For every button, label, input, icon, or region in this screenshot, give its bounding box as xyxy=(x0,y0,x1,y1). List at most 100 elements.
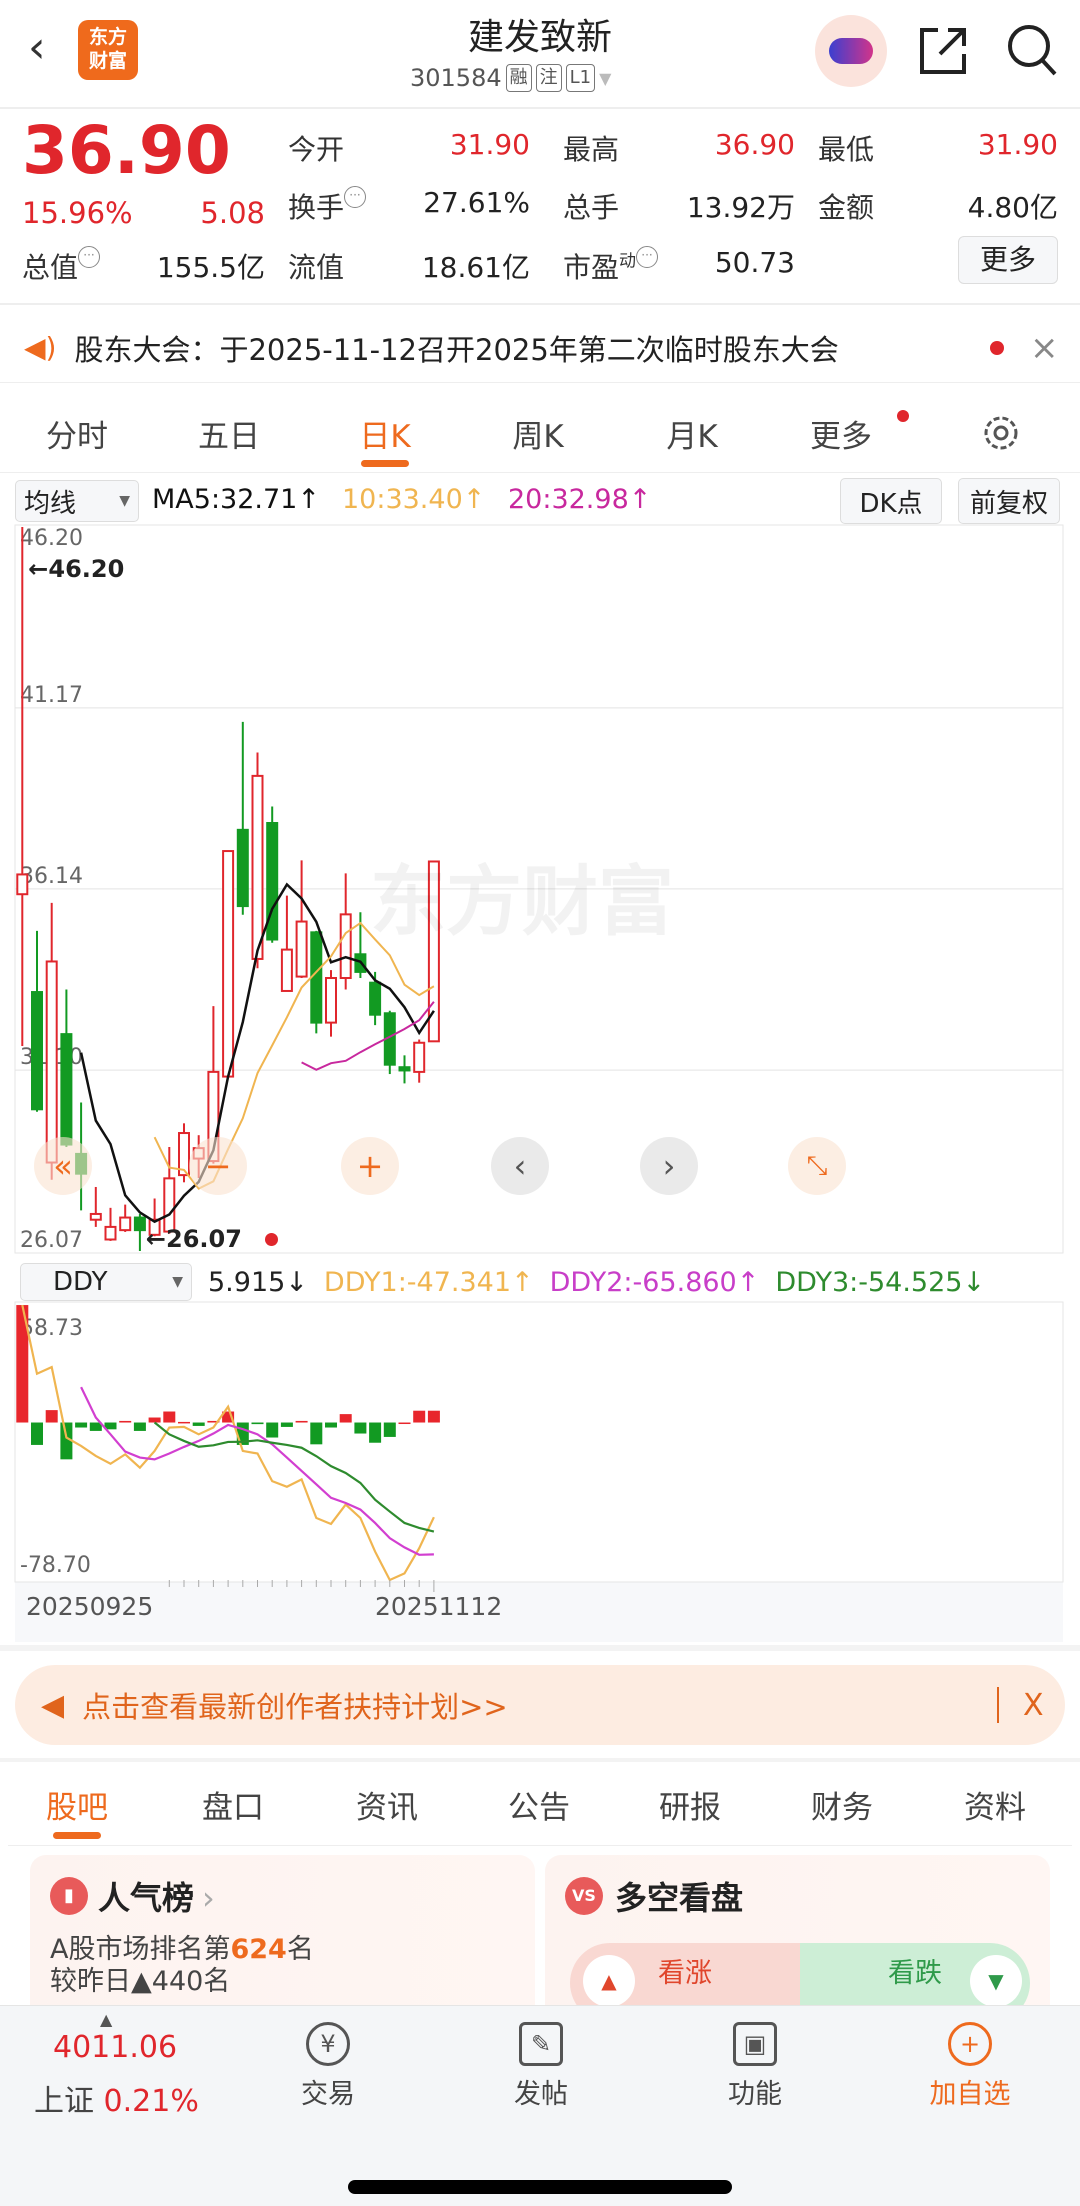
candle xyxy=(280,895,293,992)
candle xyxy=(325,970,337,1037)
robot-assistant-icon[interactable] xyxy=(815,15,887,87)
stock-code-row[interactable]: 301584 融 注 L1 ▼ xyxy=(410,64,611,92)
candle xyxy=(383,1010,396,1075)
home-indicator[interactable] xyxy=(348,2180,732,2194)
total-value: 155.5亿 xyxy=(156,251,265,284)
price-adjust-button[interactable]: 前复权 xyxy=(958,478,1060,524)
nav-add-circle[interactable]: + 加自选 xyxy=(895,2022,1045,2111)
candle xyxy=(60,989,73,1148)
podium-icon: ▮ xyxy=(50,1877,88,1915)
nav-label: 加自选 xyxy=(929,2079,1011,2110)
quote-value: 50.73 xyxy=(714,246,795,279)
chart-tab[interactable]: 五日 xyxy=(198,419,260,455)
chart-tab[interactable]: 月K xyxy=(666,419,718,455)
candle-body xyxy=(148,1218,161,1236)
nav-grid[interactable]: ▣ 功能 xyxy=(680,2022,830,2111)
back-button[interactable]: ‹ xyxy=(28,22,46,73)
content-tab[interactable]: 盘口 xyxy=(202,1790,264,1826)
zoom-out-button[interactable]: − xyxy=(189,1137,247,1195)
nav-yuan-exchange[interactable]: ¥ 交易 xyxy=(253,2022,403,2111)
scroll-to-start-button[interactable]: « xyxy=(34,1137,92,1195)
quote-value: 13.92万 xyxy=(686,191,795,224)
quote-label: 流值 xyxy=(288,251,345,284)
ma5-value: MA5:32.71↑ xyxy=(152,484,320,515)
candle-body xyxy=(119,1216,132,1232)
quote-label: 今开 xyxy=(288,133,345,166)
nav-edit-post[interactable]: ✎ 发帖 xyxy=(466,2022,616,2111)
info-icon[interactable]: ··· xyxy=(78,246,101,268)
banner-close-button[interactable]: X xyxy=(1023,1687,1044,1723)
quote-label: 最高 xyxy=(563,133,620,166)
search-icon[interactable] xyxy=(1005,22,1059,78)
info-icon[interactable]: ··· xyxy=(636,246,659,268)
nav-label: 发帖 xyxy=(514,2079,568,2110)
candle xyxy=(89,1186,102,1227)
candle-body xyxy=(89,1212,102,1221)
app-logo: 东方 财富 xyxy=(78,20,138,80)
ddy3-value: DDY3:-54.525↓ xyxy=(775,1266,986,1298)
chart-tab[interactable]: 分时 xyxy=(46,419,108,455)
chart-tab[interactable]: 日K xyxy=(359,419,411,455)
speaker-icon: ◀) xyxy=(24,331,57,364)
content-tab[interactable]: 资料 xyxy=(964,1790,1026,1826)
notice-bar[interactable]: ◀) 股东大会：于2025-11-12召开2025年第二次临时股东大会 × xyxy=(0,315,1080,380)
share-icon[interactable] xyxy=(918,24,968,76)
index-row[interactable]: 上证 0.21% xyxy=(34,2084,199,2119)
candle-body xyxy=(325,977,337,1024)
active-tab-underline xyxy=(361,460,409,467)
zoom-in-button[interactable]: + xyxy=(341,1137,399,1195)
popularity-card[interactable]: ▮ 人气榜 › A股市场排名第624名 较昨日▲440名 xyxy=(30,1855,535,2005)
y-tick-label: 46.20 xyxy=(20,526,83,551)
fullscreen-icon[interactable]: ⤡ xyxy=(788,1137,846,1195)
quote-value: 36.90 xyxy=(714,128,795,161)
candle xyxy=(133,1213,146,1251)
settings-gear-icon[interactable] xyxy=(981,413,1021,453)
quote-label: 市盈动 ··· xyxy=(563,246,659,286)
dk-point-button[interactable]: DK点 xyxy=(840,478,942,524)
notice-close-button[interactable]: × xyxy=(1030,327,1059,368)
content-tab[interactable]: 资讯 xyxy=(356,1790,418,1826)
add-circle-icon: + xyxy=(948,2022,992,2066)
candle xyxy=(251,752,264,969)
ma10-value: 10:33.40↑ xyxy=(342,484,486,515)
candle xyxy=(339,873,352,990)
quote-value: 4.80亿 xyxy=(967,191,1058,224)
down-arrow-icon: ▼ xyxy=(970,1955,1022,2005)
quote-label: 金额 xyxy=(818,191,875,224)
chart-tab[interactable]: 更多 xyxy=(810,419,872,455)
low-marker: ←26.07 xyxy=(146,1225,242,1253)
bull-bear-card[interactable]: VS 多空看盘 看涨 看跌 ▲ ▼ xyxy=(545,1855,1050,2005)
candle xyxy=(310,930,323,1034)
more-quote-button[interactable]: 更多 xyxy=(958,236,1058,284)
active-tab-underline xyxy=(53,1832,101,1839)
edit-post-icon: ✎ xyxy=(519,2022,563,2066)
pan-left-button[interactable]: ‹ xyxy=(491,1137,549,1195)
index-value[interactable]: 4011.06 xyxy=(53,2030,178,2065)
index-up-icon: ▲ xyxy=(100,2010,113,2029)
content-tab[interactable]: 股吧 xyxy=(46,1790,108,1826)
candle-body xyxy=(251,774,264,960)
ddy1-value: DDY1:-47.341↑ xyxy=(323,1266,534,1298)
content-tab[interactable]: 公告 xyxy=(508,1790,570,1826)
info-icon[interactable]: ··· xyxy=(344,186,367,208)
content-tab[interactable]: 财务 xyxy=(811,1790,873,1826)
y-tick-label: 26.07 xyxy=(20,1228,83,1253)
notice-text: 股东大会：于2025-11-12召开2025年第二次临时股东大会 xyxy=(74,332,839,367)
content-tab[interactable]: 研报 xyxy=(659,1790,721,1826)
candle xyxy=(119,1204,132,1232)
creator-banner[interactable]: ◀ 点击查看最新创作者扶持计划>> X xyxy=(15,1665,1065,1745)
ma5-line xyxy=(79,882,435,1224)
candle-body xyxy=(45,960,58,1164)
indicator-select[interactable]: 均线 ▼ xyxy=(15,480,139,522)
nav-label: 功能 xyxy=(728,2079,782,2110)
event-dot[interactable] xyxy=(265,1233,278,1246)
ddy-select[interactable]: DDY ▼ xyxy=(20,1263,192,1301)
pan-right-button[interactable]: › xyxy=(640,1137,698,1195)
stock-code: 301584 xyxy=(410,64,502,92)
candle xyxy=(398,1055,411,1084)
candle-body xyxy=(280,948,293,992)
chart-tab[interactable]: 周K xyxy=(512,419,564,455)
candle xyxy=(31,930,43,1112)
candle xyxy=(163,1147,176,1234)
